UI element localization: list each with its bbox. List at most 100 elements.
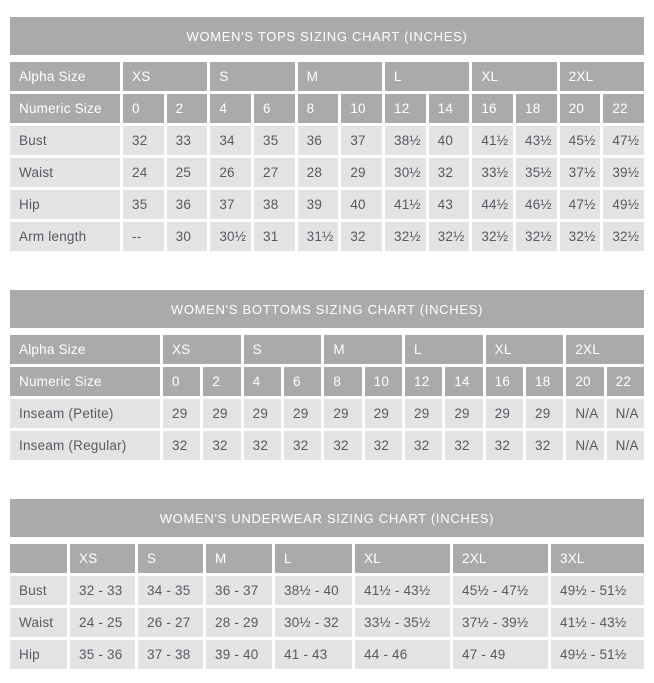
numeric-size-cell: 0 [163,367,201,396]
measurement-row-bust: Bust 32 - 33 34 - 35 36 - 37 38½ - 40 41½ - … [10,576,644,605]
value-cell: 28 [297,158,339,187]
value-cell: 31 [254,222,295,251]
value-cell: 29 [341,158,382,187]
numeric-size-cell: 2 [203,367,241,396]
numeric-size-cell: 16 [485,367,523,396]
value-cell: 43 [428,190,470,219]
value-cell: 47½ [603,126,644,155]
value-cell: 32 [428,158,470,187]
alpha-size-cell: L [385,62,470,91]
value-cell: 32 [525,431,564,460]
value-cell: 29 [324,399,362,428]
value-cell: 49½ - 51½ [551,640,644,669]
numeric-size-cell: 22 [606,367,644,396]
value-cell: 30½ [210,222,251,251]
alpha-size-cell: M [324,335,402,364]
value-cell: 38 [254,190,295,219]
row-label: Bust [10,126,120,155]
alpha-size-row: Alpha Size XS S M L XL 2XL [10,62,644,91]
row-label: Inseam (Petite) [10,399,160,428]
value-cell: N/A [606,399,644,428]
measurement-row-bust: Bust 32 33 34 35 36 37 38½ 40 41½ 43½ 45½ 47½ [10,126,644,155]
numeric-size-cell: 8 [324,367,362,396]
value-cell: 32½ [472,222,513,251]
value-cell: 39 [297,190,339,219]
value-cell: 33½ - 35½ [355,608,450,637]
value-cell: 29 [203,399,241,428]
value-cell: 41½ - 43½ [355,576,450,605]
row-label: Waist [10,158,120,187]
alpha-size-cell: XS [123,62,208,91]
alpha-size-row: Alpha Size XS S M L XL 2XL [10,335,644,364]
value-cell: 32 - 33 [70,576,135,605]
value-cell: N/A [606,431,644,460]
value-cell: 30 [166,222,208,251]
value-cell: 34 [210,126,251,155]
value-cell: 26 - 27 [138,608,203,637]
alpha-size-cell: M [297,62,382,91]
table-title: WOMEN'S BOTTOMS SIZING CHART (INCHES) [10,290,644,328]
value-cell: 27 [254,158,295,187]
numeric-size-cell: 14 [428,94,470,123]
alpha-size-cell: L [404,335,483,364]
numeric-size-cell: 6 [254,94,295,123]
value-cell: 36 - 37 [206,576,272,605]
value-cell: 39 - 40 [206,640,272,669]
value-cell: 32 [163,431,201,460]
alpha-size-label: Alpha Size [10,335,160,364]
value-cell: 38½ - 40 [275,576,352,605]
value-cell: 45½ - 47½ [453,576,548,605]
value-cell: 47 - 49 [453,640,548,669]
numeric-size-cell: 0 [123,94,164,123]
alpha-size-cell: XL [485,335,564,364]
size-header-cell: L [275,544,352,573]
measurement-row-inseam-petite: Inseam (Petite) 29 29 29 29 29 29 29 29 29 29 N/A N… [10,399,644,428]
value-cell: 29 [404,399,443,428]
value-cell: 44 - 46 [355,640,450,669]
alpha-size-cell: 2XL [566,335,644,364]
value-cell: 32 [283,431,322,460]
alpha-size-cell: S [210,62,295,91]
numeric-size-cell: 6 [283,367,322,396]
numeric-size-cell: 20 [566,367,604,396]
measurement-row-inseam-regular: Inseam (Regular) 32 32 32 32 32 32 32 32 32 32 N/A… [10,431,644,460]
value-cell: 37½ - 39½ [453,608,548,637]
size-header-cell: XL [355,544,450,573]
alpha-size-cell: XL [472,62,557,91]
numeric-size-label: Numeric Size [10,94,120,123]
measurement-row-hip: Hip 35 36 37 38 39 40 41½ 43 44½ 46½ 47½ 49½ [10,190,644,219]
numeric-size-cell: 2 [166,94,208,123]
value-cell: 28 - 29 [206,608,272,637]
value-cell: 37½ [559,158,601,187]
value-cell: 33½ [472,158,513,187]
value-cell: 32 [243,431,281,460]
value-cell: 29 [163,399,201,428]
value-cell: 29 [364,399,402,428]
value-cell: 47½ [559,190,601,219]
value-cell: 40 [428,126,470,155]
row-label: Bust [10,576,67,605]
numeric-size-label: Numeric Size [10,367,160,396]
value-cell: 43½ [516,126,557,155]
value-cell: 36 [297,126,339,155]
tops-sizing-chart: WOMEN'S TOPS SIZING CHART (INCHES) Alpha… [10,17,644,251]
underwear-sizing-chart: WOMEN'S UNDERWEAR SIZING CHART (INCHES) … [10,499,644,669]
numeric-size-row: Numeric Size 0 2 4 6 8 10 12 14 16 18 20 22 [10,367,644,396]
value-cell: 41½ - 43½ [551,608,644,637]
size-header-cell: XS [70,544,135,573]
bottoms-sizing-chart: WOMEN'S BOTTOMS SIZING CHART (INCHES) Al… [10,290,644,460]
numeric-size-cell: 20 [559,94,601,123]
numeric-size-cell: 18 [516,94,557,123]
numeric-size-cell: 10 [364,367,402,396]
row-label: Inseam (Regular) [10,431,160,460]
size-header-cell: 2XL [453,544,548,573]
numeric-size-cell: 12 [404,367,443,396]
value-cell: 41½ [472,126,513,155]
value-cell: 24 - 25 [70,608,135,637]
value-cell: 29 [445,399,483,428]
size-header-cell: 3XL [551,544,644,573]
row-label: Hip [10,190,120,219]
value-cell: 24 [123,158,164,187]
value-cell: 29 [525,399,564,428]
